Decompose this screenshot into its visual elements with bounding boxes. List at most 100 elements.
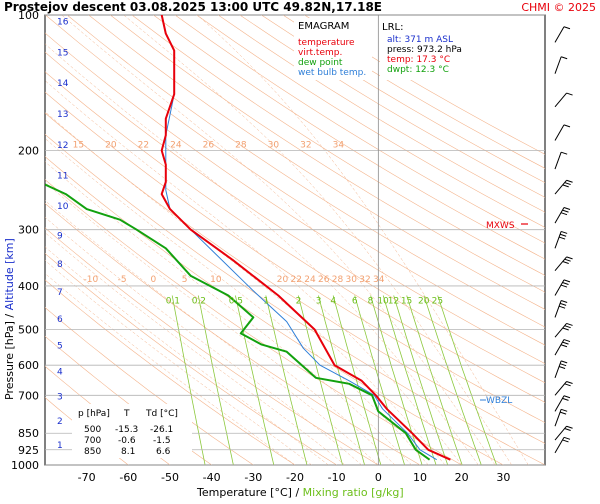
legend: EMAGRAM temperature virt.temp. dew point… xyxy=(294,18,372,80)
altitude-tick-label: 14 xyxy=(57,79,69,89)
adiabat-value-label: 28 xyxy=(235,140,247,150)
lrl-dewpoint: dwpt: 12.3 °C xyxy=(387,65,449,75)
mixing-ratio-label: 20 xyxy=(418,296,430,306)
altitude-tick-label: 12 xyxy=(57,141,68,151)
altitude-tick-label: 11 xyxy=(57,172,68,182)
adiabat-value-label: 0 xyxy=(150,275,156,285)
mxws-label: MXWS xyxy=(486,221,515,231)
lrl-heading: LRL: xyxy=(382,22,403,33)
altitude-tick-label: 3 xyxy=(57,393,63,403)
adiabat-value-label: 22 xyxy=(138,140,149,150)
altitude-tick-label: 15 xyxy=(57,48,68,58)
mixing-ratio-label: 15 xyxy=(401,296,412,306)
legend-virt-temp: virt.temp. xyxy=(298,48,342,58)
temperature-tick-label: -40 xyxy=(203,471,221,484)
legend-heading: EMAGRAM xyxy=(298,21,349,32)
temperature-tick-label: 0 xyxy=(375,471,382,484)
table-cell: -15.3 xyxy=(115,425,138,435)
pressure-tick-label: 1000 xyxy=(11,459,39,472)
altitude-tick-label: 7 xyxy=(57,288,63,298)
pressure-tick-label: 850 xyxy=(18,427,39,440)
temperature-tick-label: 20 xyxy=(455,471,469,484)
pressure-tick-label: 200 xyxy=(18,144,39,157)
legend-wet-bulb: wet bulb temp. xyxy=(298,68,366,78)
adiabat-value-label: -5 xyxy=(118,275,127,285)
adiabat-value-label: 24 xyxy=(304,275,316,285)
temperature-tick-label: -70 xyxy=(78,471,96,484)
mixing-ratio-label: 2 xyxy=(296,296,302,306)
table-header-td: Td [°C] xyxy=(145,409,178,419)
table-cell: -0.6 xyxy=(118,436,136,446)
lrl-info: LRL: alt: 371 m ASL press: 973.2 hPa tem… xyxy=(380,18,472,80)
mixing-ratio-label: 4 xyxy=(330,296,336,306)
adiabat-value-label: -10 xyxy=(83,275,98,285)
mixing-ratio-label: 8 xyxy=(368,296,374,306)
x-title-sep: / xyxy=(292,486,303,499)
chart-title: Prostejov descent 03.08.2025 13:00 UTC 4… xyxy=(4,0,382,14)
x-title-temp: Temperature [°C] xyxy=(196,486,292,499)
pressure-tick-label: 500 xyxy=(18,324,39,337)
temperature-tick-label: -10 xyxy=(328,471,346,484)
mixing-ratio-label: 0.2 xyxy=(192,296,206,306)
adiabat-value-label: 26 xyxy=(318,275,330,285)
table-cell: 700 xyxy=(84,436,101,446)
altitude-tick-label: 5 xyxy=(57,342,63,352)
adiabat-value-label: 30 xyxy=(346,275,358,285)
table-cell: 8.1 xyxy=(121,447,135,457)
pressure-tick-label: 300 xyxy=(18,224,39,237)
table-header-p: p [hPa] xyxy=(78,409,110,419)
adiabat-value-label: 32 xyxy=(300,140,311,150)
adiabat-value-label: 26 xyxy=(203,140,215,150)
altitude-tick-label: 10 xyxy=(57,202,69,212)
pressure-tick-label: 925 xyxy=(18,444,39,457)
pressure-tick-label: 700 xyxy=(18,389,39,402)
legend-dew-point: dew point xyxy=(298,58,343,68)
adiabat-value-label: 10 xyxy=(210,275,222,285)
table-cell: -26.1 xyxy=(150,425,173,435)
lrl-pressure: press: 973.2 hPa xyxy=(387,45,462,55)
pressure-tick-label: 600 xyxy=(18,359,39,372)
lrl-temp: temp: 17.3 °C xyxy=(387,55,450,65)
mixing-ratio-label: 0.5 xyxy=(229,296,243,306)
levels-table: p [hPa] T Td [°C] 500 -15.3 -26.1 700 -0… xyxy=(72,404,192,458)
adiabat-value-label: 34 xyxy=(373,275,385,285)
mixing-ratio-label: 6 xyxy=(352,296,358,306)
altitude-tick-label: 4 xyxy=(57,367,63,377)
table-cell: -1.5 xyxy=(153,436,171,446)
altitude-tick-label: 16 xyxy=(57,18,69,28)
altitude-tick-label: 13 xyxy=(57,110,68,120)
adiabat-value-label: 20 xyxy=(105,140,117,150)
adiabat-value-label: 24 xyxy=(170,140,182,150)
altitude-tick-label: 9 xyxy=(57,231,63,241)
temperature-tick-label: -20 xyxy=(286,471,304,484)
adiabat-value-label: 32 xyxy=(359,275,370,285)
adiabat-value-label: 30 xyxy=(268,140,280,150)
mixing-ratio-label: 1 xyxy=(263,296,269,306)
altitude-tick-label: 8 xyxy=(57,260,63,270)
lrl-altitude: alt: 371 m ASL xyxy=(387,35,453,45)
mixing-ratio-label: 3 xyxy=(316,296,322,306)
adiabat-value-label: 15 xyxy=(73,140,84,150)
altitude-tick-label: 6 xyxy=(57,315,63,325)
mixing-ratio-label: 25 xyxy=(432,296,443,306)
credit: CHMI © 2025 xyxy=(521,1,596,14)
table-cell: 500 xyxy=(84,425,101,435)
adiabat-value-label: 28 xyxy=(332,275,344,285)
y-title-pressure: Pressure [hPa] xyxy=(3,321,16,400)
y-title-altitude: Altitude [km] xyxy=(3,238,16,310)
x-title-mixing: Mixing ratio [g/kg] xyxy=(303,486,404,499)
x-axis-title: Temperature [°C] / Mixing ratio [g/kg] xyxy=(196,486,404,499)
y-title-sep: / xyxy=(3,310,16,321)
altitude-tick-label: 2 xyxy=(57,417,63,427)
altitude-tick-label: 1 xyxy=(57,441,63,451)
temperature-tick-label: 10 xyxy=(413,471,427,484)
adiabat-value-label: 5 xyxy=(182,275,188,285)
adiabat-value-label: 20 xyxy=(277,275,289,285)
adiabat-value-label: 22 xyxy=(291,275,302,285)
wbzl-label: WBZL xyxy=(486,396,512,406)
temperature-tick-label: 30 xyxy=(496,471,510,484)
mixing-ratio-label: 0.1 xyxy=(166,296,180,306)
mixing-ratio-label: 12 xyxy=(388,296,399,306)
